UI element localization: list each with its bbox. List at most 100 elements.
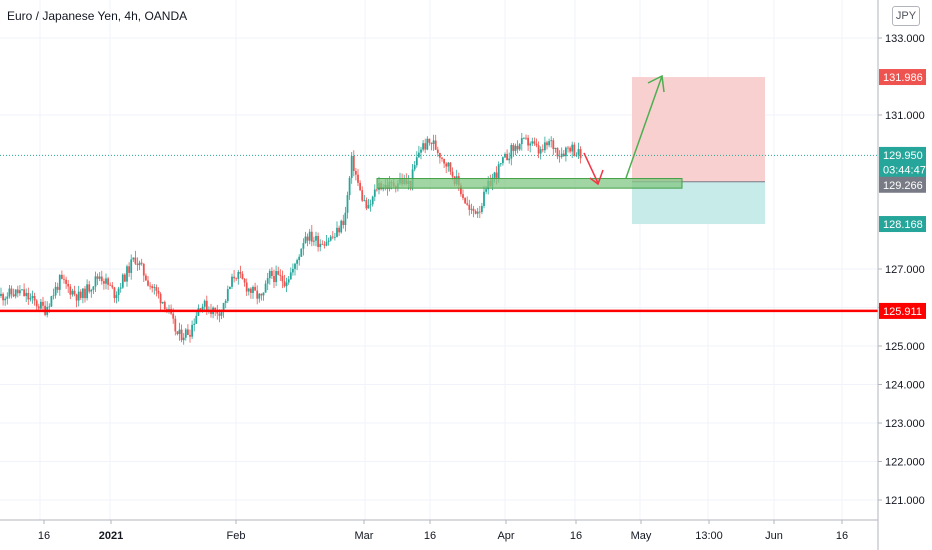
candle-body [203, 300, 206, 307]
candle-body [189, 334, 191, 337]
candle-body [304, 236, 307, 244]
candle-body [69, 286, 72, 295]
candle-body [298, 256, 301, 261]
candle-body [226, 289, 229, 301]
candle-body [250, 288, 252, 293]
candle-body [485, 189, 487, 192]
candle-body [168, 308, 170, 310]
candle-body [569, 147, 571, 152]
candle-body [260, 293, 263, 296]
candle-body [19, 290, 21, 294]
candle-body [126, 266, 128, 282]
price-tick-label: 133.000 [885, 33, 925, 45]
candle-body [86, 284, 88, 299]
candle-body [27, 292, 30, 300]
candle-body [331, 236, 334, 238]
candle-body [424, 143, 427, 150]
candle-body [121, 274, 124, 288]
candle-body [218, 313, 221, 316]
candle-body [54, 286, 57, 296]
candle-body [466, 203, 469, 205]
candle-body [329, 236, 332, 241]
candle-body [527, 137, 529, 146]
candle-body [37, 306, 40, 309]
candle-body [357, 174, 359, 183]
candle-body [413, 165, 416, 170]
candle-body [92, 286, 95, 290]
candle-body [430, 142, 433, 144]
candle-body [418, 152, 420, 158]
candle-body [23, 289, 25, 297]
price-tick-label: 127.000 [885, 264, 925, 276]
candle-body [546, 142, 548, 146]
candle-body [426, 138, 429, 150]
price-badge [879, 176, 926, 193]
candle-body [460, 185, 462, 195]
candle-body [191, 324, 193, 337]
candle-body [510, 144, 513, 159]
candle-body [336, 227, 338, 237]
candle-body [539, 149, 542, 154]
up-arrow[interactable] [625, 75, 663, 179]
candle-body [12, 294, 15, 297]
candle-body [107, 278, 109, 285]
candle-body [220, 311, 223, 316]
candle-body [166, 309, 168, 310]
candle-body [478, 211, 481, 213]
candle-body [235, 278, 238, 280]
candle-body [56, 286, 59, 290]
candle-body [306, 236, 309, 241]
chart-title: Euro / Japanese Yen, 4h, OANDA [7, 9, 188, 23]
down-arrow[interactable] [583, 152, 599, 184]
candle-body [483, 191, 485, 207]
time-tick-label: 16 [38, 530, 50, 542]
target-zone[interactable] [632, 77, 765, 182]
candle-body [472, 208, 475, 212]
candle-body [537, 145, 540, 154]
candle-body [2, 293, 4, 301]
candle-body [289, 272, 292, 280]
candle-body [371, 196, 374, 205]
candle-body [443, 158, 445, 164]
candle-body [180, 329, 183, 341]
candle-body [523, 137, 525, 139]
candle-body [241, 273, 244, 279]
candle-body [130, 259, 133, 273]
support-zone[interactable] [376, 178, 683, 189]
candle-body [535, 143, 538, 146]
candle-body [77, 291, 80, 301]
price-tick-label: 123.000 [885, 418, 925, 430]
candle-body [313, 240, 315, 242]
candle-body [264, 283, 267, 293]
currency-button[interactable]: JPY [892, 6, 920, 26]
candle-body [193, 323, 196, 325]
price-badge-label: 129.266 [883, 180, 923, 192]
down-arrow-head [589, 169, 604, 186]
candle-body [518, 144, 521, 150]
candle-body [376, 189, 378, 191]
candle-body [365, 200, 368, 209]
candle-body [310, 231, 313, 242]
candle-body [161, 301, 164, 304]
candle-body [338, 227, 340, 233]
candle-body [48, 306, 51, 308]
candle-body [439, 152, 441, 158]
candle-body [355, 170, 357, 175]
candle-body [25, 292, 28, 297]
candle-body [58, 274, 61, 290]
candle-body [294, 263, 296, 269]
candle-body [245, 282, 248, 292]
candle-body [205, 300, 208, 312]
stop-zone[interactable] [632, 181, 765, 225]
candle-body [525, 137, 527, 139]
candle-body [84, 288, 86, 299]
candle-body [237, 271, 240, 279]
candle-body [155, 287, 158, 291]
candle-body [16, 289, 19, 294]
candle-body [115, 295, 118, 299]
candle-body [369, 204, 372, 206]
price-badge [879, 302, 926, 319]
candle-body [285, 282, 288, 287]
candle-body [533, 141, 536, 144]
